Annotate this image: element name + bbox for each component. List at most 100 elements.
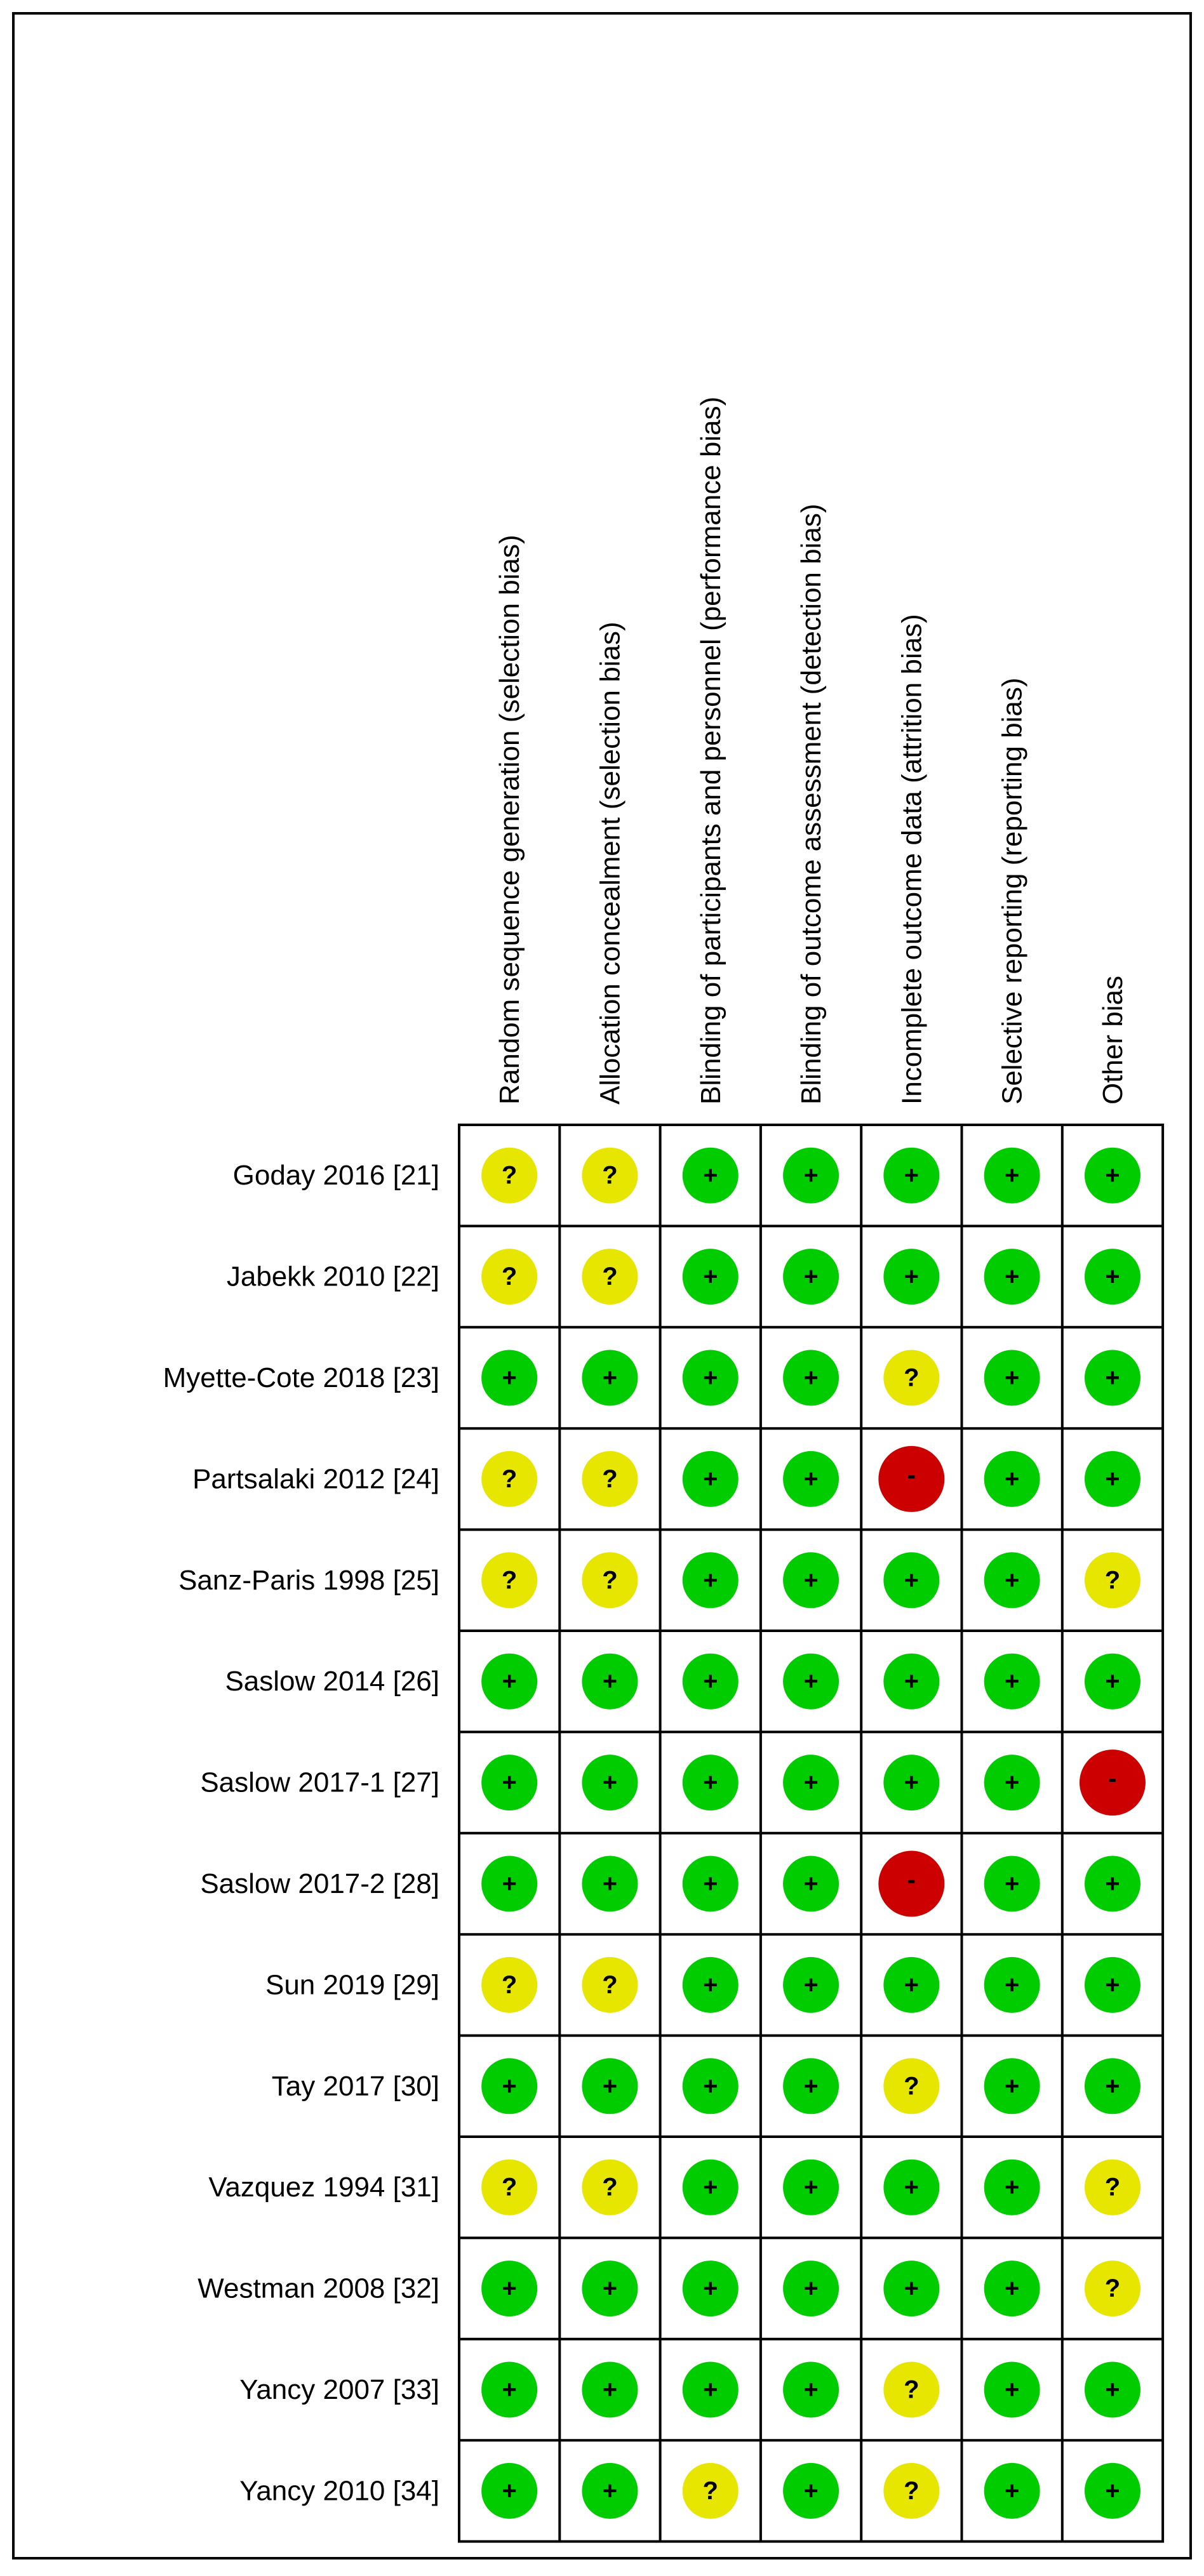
rating-circle: [481, 1249, 538, 1305]
study-label: Sanz-Paris 1998 [25]: [178, 1565, 439, 1596]
rating-symbol: +: [803, 2376, 818, 2404]
study-label: Yancy 2010 [34]: [239, 2475, 439, 2506]
rating-circle: [582, 1350, 638, 1406]
rating-symbol: ?: [904, 1364, 919, 1392]
rating-circle: [582, 2159, 638, 2215]
rating-circle: [783, 2159, 839, 2215]
rating-symbol: +: [803, 1263, 818, 1291]
rating-symbol: ?: [602, 1465, 617, 1493]
rating-circle: [682, 1552, 739, 1609]
rating-symbol: +: [1005, 1364, 1019, 1392]
rating-symbol: ?: [703, 2477, 718, 2505]
column-header: Random sequence generation (selection bi…: [494, 534, 525, 1105]
rating-circle: [984, 1856, 1040, 1912]
rating-symbol: +: [1105, 1971, 1120, 1999]
rating-circle: [1084, 2361, 1140, 2418]
rating-symbol: +: [703, 1465, 718, 1493]
rating-circle: [1084, 1350, 1140, 1406]
rating-circle: [682, 2261, 739, 2317]
rating-circle: [783, 1856, 839, 1912]
rating-circle: [481, 2462, 538, 2519]
rating-symbol: +: [904, 1971, 919, 1999]
rating-circle: [682, 1350, 739, 1406]
rating-symbol: ?: [502, 1566, 517, 1594]
rating-circle: [481, 2361, 538, 2418]
rating-symbol: +: [1105, 2072, 1120, 2100]
study-label: Saslow 2017-2 [28]: [200, 1868, 439, 1899]
rating-symbol: +: [703, 1263, 718, 1291]
rating-symbol: +: [803, 1668, 818, 1696]
rating-symbol: +: [703, 2376, 718, 2404]
rating-symbol: +: [1005, 1566, 1019, 1594]
rating-symbol: +: [904, 1769, 919, 1796]
rating-symbol: +: [502, 1668, 516, 1696]
rating-circle: [984, 2261, 1040, 2317]
rating-circle: [481, 1147, 538, 1204]
rating-symbol: +: [703, 1668, 718, 1696]
rating-circle: [582, 1147, 638, 1204]
rating-symbol: +: [1005, 2477, 1019, 2505]
rating-symbol: +: [603, 2376, 617, 2404]
rating-symbol: +: [904, 2274, 919, 2302]
rating-symbol: +: [502, 1870, 516, 1898]
rating-symbol: ?: [502, 1465, 517, 1493]
rating-circle: [783, 1451, 839, 1507]
rating-circle: [481, 1755, 538, 1811]
rating-circle: [783, 1249, 839, 1305]
rating-symbol: +: [502, 2376, 516, 2404]
rating-circle: [883, 1755, 940, 1811]
rating-circle: [984, 1956, 1040, 2013]
rating-circle: [984, 1552, 1040, 1609]
rating-symbol: +: [1105, 1668, 1120, 1696]
rating-symbol: +: [1105, 2477, 1120, 2505]
rating-symbol: +: [603, 1668, 617, 1696]
rating-symbol: +: [904, 2174, 919, 2201]
column-header: Blinding of outcome assessment (detectio…: [796, 504, 827, 1105]
rating-symbol: +: [703, 1364, 718, 1392]
rating-circle: [481, 1856, 538, 1912]
rating-circle: [481, 1451, 538, 1507]
rating-circle: [883, 2361, 940, 2418]
rating-symbol: +: [502, 2072, 516, 2100]
rating-circle: [883, 2058, 940, 2115]
rating-symbol: +: [803, 1162, 818, 1190]
rating-symbol: +: [603, 2477, 617, 2505]
rating-symbol: ?: [502, 1162, 517, 1190]
rating-circle: [984, 1147, 1040, 1204]
rating-symbol: +: [803, 1971, 818, 1999]
rating-circle: [1084, 1147, 1140, 1204]
rating-circle: [682, 2361, 739, 2418]
study-label: Myette-Cote 2018 [23]: [163, 1362, 439, 1393]
rating-circle: [682, 2159, 739, 2215]
rating-circle: [984, 1249, 1040, 1305]
study-label: Goday 2016 [21]: [233, 1160, 439, 1191]
study-label: Jabekk 2010 [22]: [227, 1261, 439, 1292]
study-label: Saslow 2014 [26]: [225, 1666, 439, 1697]
rating-circle: [1084, 1856, 1140, 1912]
rating-symbol: +: [1105, 2376, 1120, 2404]
rating-circle: [783, 2462, 839, 2519]
rating-symbol: ?: [602, 1263, 617, 1291]
rating-symbol: +: [703, 1566, 718, 1594]
rating-symbol: +: [803, 1465, 818, 1493]
rating-circle: [682, 2462, 739, 2519]
rating-circle: [682, 1755, 739, 1811]
rating-circle: [984, 1755, 1040, 1811]
rating-symbol: +: [1105, 1162, 1120, 1190]
rating-symbol: +: [703, 2174, 718, 2201]
rating-symbol: ?: [1105, 1566, 1120, 1594]
rating-circle: [984, 2361, 1040, 2418]
rating-symbol: +: [904, 1263, 919, 1291]
rating-circle: [481, 2159, 538, 2215]
rating-circle: [582, 1552, 638, 1609]
rating-symbol: +: [803, 1364, 818, 1392]
rating-circle: [984, 2159, 1040, 2215]
rating-symbol: +: [703, 2274, 718, 2302]
study-label: Saslow 2017-1 [27]: [200, 1767, 439, 1798]
rating-symbol: +: [703, 1162, 718, 1190]
rating-circle: [1084, 2261, 1140, 2317]
rating-symbol: +: [603, 1364, 617, 1392]
rating-symbol: +: [1005, 1769, 1019, 1796]
rating-symbol: +: [703, 2072, 718, 2100]
